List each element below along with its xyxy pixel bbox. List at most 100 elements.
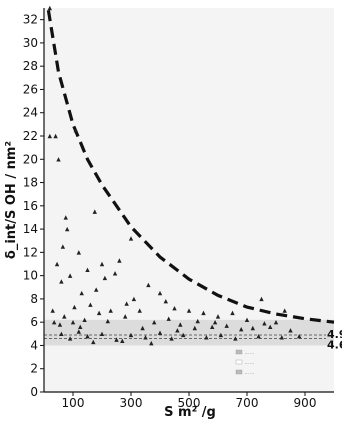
y-tick-label: 6: [30, 315, 38, 329]
y-tick-label: 28: [23, 59, 38, 73]
data-point: [102, 275, 108, 281]
data-point: [59, 331, 64, 337]
data-point: [256, 333, 261, 339]
data-point: [204, 335, 209, 340]
data-point: [59, 279, 64, 284]
data-point: [273, 319, 279, 325]
data-point: [92, 209, 97, 214]
x-tick-label: 300: [120, 396, 143, 410]
data-point: [166, 316, 171, 321]
data-point: [195, 318, 200, 324]
data-point: [192, 325, 197, 331]
reference-line-label: 4.9: [327, 328, 342, 341]
y-tick-label: 18: [23, 176, 38, 190]
data-point: [169, 336, 174, 341]
y-tick-label: 10: [23, 269, 38, 283]
data-point: [94, 287, 99, 292]
data-point: [85, 333, 90, 339]
y-tick-label: 20: [23, 152, 38, 166]
data-point: [149, 340, 154, 346]
data-point: [88, 302, 93, 307]
reference-line-label: 4.6: [327, 338, 342, 351]
data-point: [215, 314, 221, 319]
data-point: [67, 273, 73, 278]
data-point: [70, 319, 76, 325]
data-point: [282, 308, 287, 313]
legend-entry: ... ...: [245, 350, 254, 355]
data-point: [99, 261, 105, 267]
y-tick-label: 12: [23, 245, 38, 259]
data-point: [99, 331, 105, 337]
y-tick-label: 22: [23, 129, 38, 143]
data-point: [56, 157, 61, 162]
data-point: [157, 290, 163, 296]
y-tick-label: 32: [23, 13, 38, 27]
data-point: [82, 317, 87, 323]
data-point: [233, 336, 238, 341]
data-point: [178, 322, 183, 327]
data-point: [175, 328, 180, 333]
data-point: [218, 332, 224, 338]
data-point: [230, 310, 235, 316]
data-point: [140, 325, 145, 331]
data-point: [50, 308, 55, 313]
y-tick-label: 24: [23, 106, 38, 120]
x-tick-label: 700: [236, 396, 259, 410]
legend-swatch: [235, 369, 243, 375]
legend-swatch: [235, 349, 243, 355]
data-point: [128, 332, 134, 338]
data-point: [131, 296, 137, 302]
data-point: [212, 319, 218, 325]
data-point: [137, 308, 142, 313]
data-point: [152, 319, 157, 325]
data-point: [76, 329, 81, 334]
data-point: [76, 250, 81, 255]
legend-entry: ... ...: [245, 370, 254, 375]
data-point: [172, 306, 177, 311]
x-tick-label: 900: [294, 396, 317, 410]
y-tick-label: 16: [23, 199, 38, 213]
data-point: [259, 296, 264, 302]
data-point: [157, 330, 163, 335]
data-point: [279, 335, 284, 340]
reference-band: [44, 319, 334, 346]
legend-entry: ... ...: [245, 360, 254, 365]
data-point: [79, 290, 84, 296]
data-point: [105, 318, 110, 324]
data-point: [78, 324, 83, 330]
data-point: [108, 308, 113, 313]
data-point: [47, 5, 52, 11]
data-point: [124, 301, 129, 306]
data-point: [244, 317, 250, 323]
data-point: [96, 310, 102, 316]
data-point: [143, 335, 148, 340]
data-point: [224, 323, 229, 328]
data-point: [62, 314, 67, 319]
data-point: [65, 226, 70, 232]
data-point: [146, 282, 151, 288]
data-point: [91, 339, 96, 345]
data-point: [112, 271, 118, 276]
x-tick-label: 500: [178, 396, 201, 410]
data-point: [60, 244, 66, 249]
data-point: [117, 258, 122, 263]
x-tick-label: 100: [62, 396, 85, 410]
data-point: [114, 337, 119, 342]
data-point: [128, 236, 134, 241]
data-point: [268, 324, 273, 330]
data-point: [181, 332, 186, 338]
y-tick-label: 0: [30, 385, 38, 399]
data-point: [57, 322, 63, 327]
data-point: [186, 308, 192, 313]
data-point: [201, 310, 206, 316]
data-point: [163, 299, 168, 304]
data-point: [120, 338, 125, 343]
y-axis-label: δ_int/S OH / nm²: [4, 141, 19, 259]
y-tick-label: 8: [30, 292, 38, 306]
data-point: [210, 324, 215, 330]
y-tick-label: 4: [30, 338, 38, 352]
data-point: [72, 304, 77, 310]
data-point: [288, 328, 293, 333]
data-point: [53, 133, 58, 139]
